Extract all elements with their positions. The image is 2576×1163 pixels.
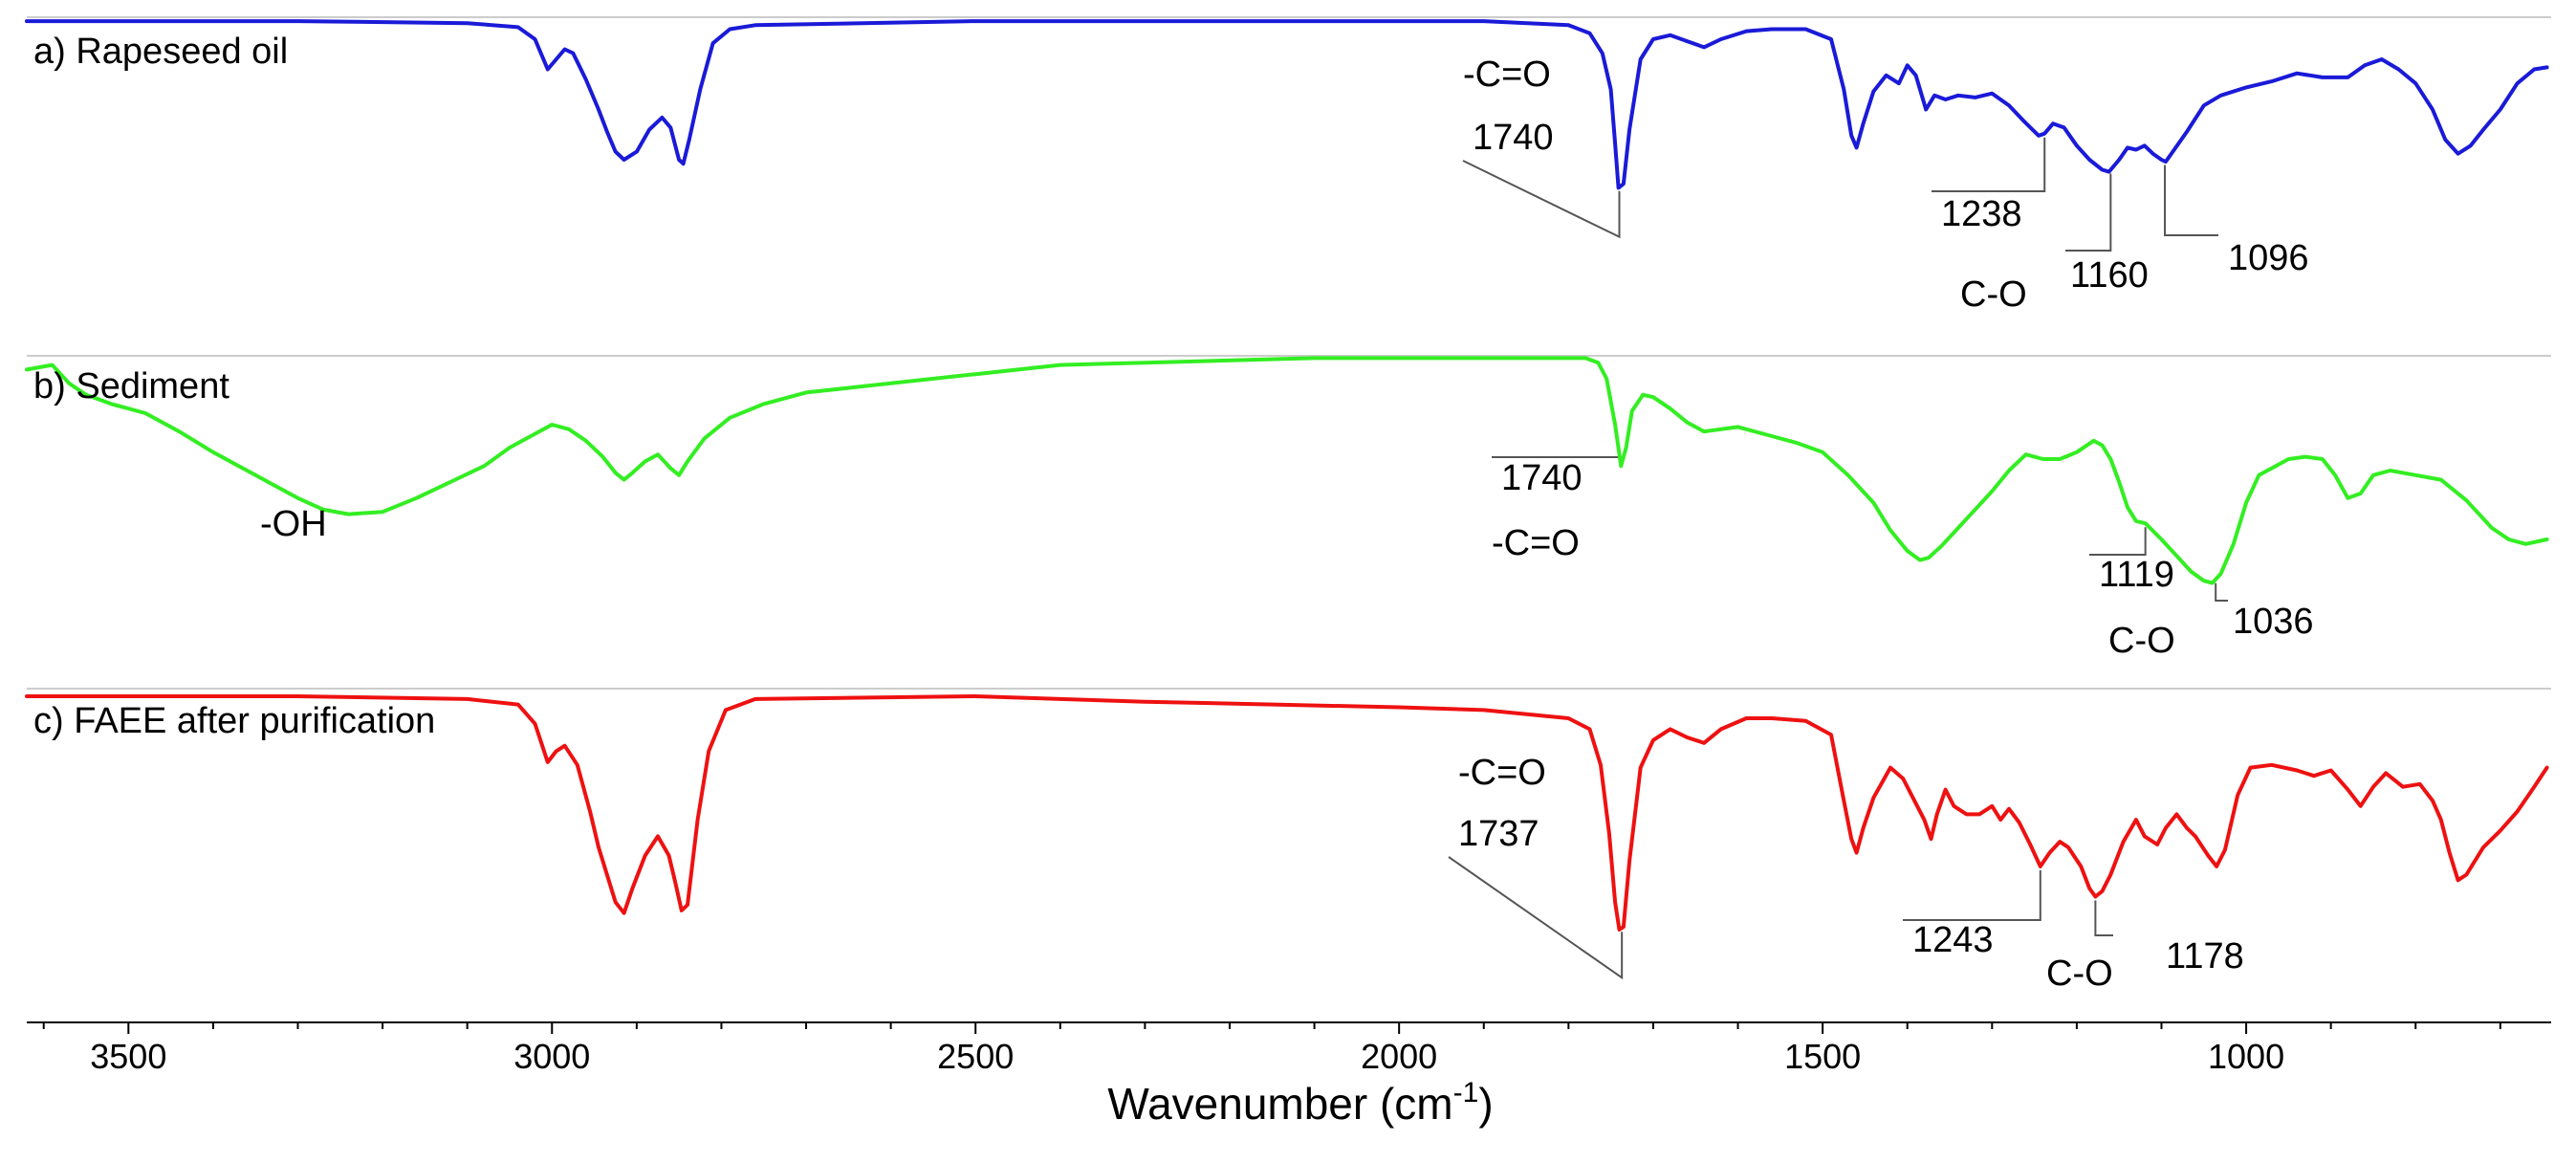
annotation-label-1740: 1740 xyxy=(1473,118,1554,158)
annotation-leader-1178 xyxy=(2094,900,2113,936)
annotation-label-1243: 1243 xyxy=(1912,920,1994,960)
annotation-group-C-O: C-O xyxy=(1960,274,2027,315)
annotation-label--OH: -OH xyxy=(260,504,327,544)
annotation-label-1737: 1737 xyxy=(1458,814,1539,854)
annotation-label-1238: 1238 xyxy=(1941,194,2022,234)
annotation-leader-1737 xyxy=(1448,856,1624,980)
series-line-2 xyxy=(25,694,2549,932)
annotation-group-C-O: C-O xyxy=(2046,954,2113,994)
annotation-leaders xyxy=(1448,137,2228,980)
x-tick-label-2500: 2500 xyxy=(937,1037,1014,1076)
annotation-leader-1036 xyxy=(2215,582,2228,602)
annotation-group-C-O: C-O xyxy=(2108,621,2175,661)
annotation-group--C=O: -C=O xyxy=(1492,523,1580,563)
x-tick-label-2000: 2000 xyxy=(1361,1037,1437,1076)
annotation-label-1036: 1036 xyxy=(2233,602,2314,642)
x-tick-label-1500: 1500 xyxy=(1784,1037,1861,1076)
series-line-0 xyxy=(25,19,2549,190)
x-tick-label-3500: 3500 xyxy=(90,1037,166,1076)
annotation-label-1119: 1119 xyxy=(2099,555,2174,595)
annotation-group--C=O: -C=O xyxy=(1463,55,1551,95)
annotation-leader-1096 xyxy=(2164,165,2218,236)
annotation-group--C=O: -C=O xyxy=(1458,753,1546,793)
series-line-1 xyxy=(25,356,2549,585)
annotation-leader-1238 xyxy=(1932,137,2046,192)
annotation-leader-1160 xyxy=(2065,173,2112,252)
annotation-leader-1119 xyxy=(2089,527,2147,556)
annotation-leader-1243 xyxy=(1903,869,2041,921)
x-tick-label-3000: 3000 xyxy=(513,1037,590,1076)
x-axis-ticks: 3500 3000 2500 2000 1500 1000 xyxy=(42,1022,2501,1076)
annotation-label-1096: 1096 xyxy=(2228,238,2309,278)
annotation-label-1178: 1178 xyxy=(2166,936,2244,976)
annotation-leader-1740 xyxy=(1462,160,1621,239)
x-axis-title: Wavenumber (cm-1) xyxy=(1107,1077,1493,1129)
panel-b-label: b) Sediment xyxy=(33,366,229,406)
annotation-labels: 1740 -C=O 1238 1160 C-O 1096 -OH 1740 -C=O 1119 C-… xyxy=(260,55,2314,994)
panel-c-label: c) FAEE after purification xyxy=(33,701,435,741)
x-tick-label-1000: 1000 xyxy=(2208,1037,2284,1076)
annotation-label-1740: 1740 xyxy=(1501,458,1583,498)
series-layer xyxy=(25,19,2549,932)
panel-a-label: a) Rapeseed oil xyxy=(33,32,288,72)
annotation-label-1160: 1160 xyxy=(2070,255,2149,296)
